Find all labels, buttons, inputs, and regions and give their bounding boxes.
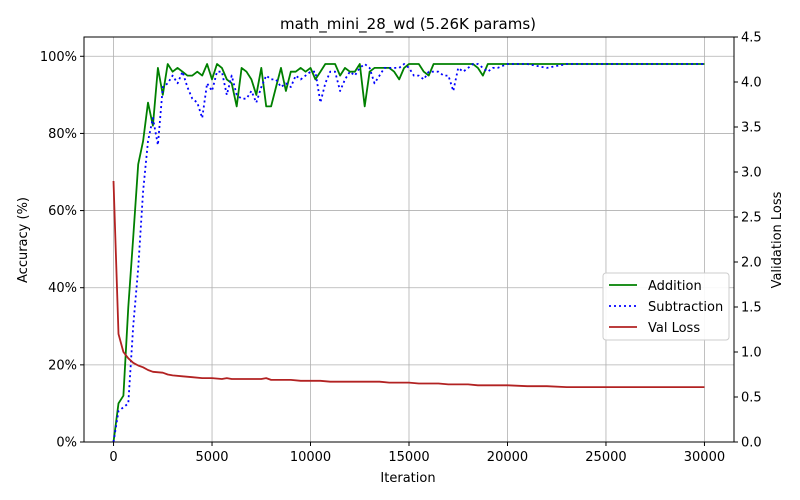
x-tick-label: 25000 <box>585 450 626 465</box>
x-tick-label: 20000 <box>487 450 528 465</box>
grid-layer <box>84 37 734 443</box>
x-tick-label: 30000 <box>684 450 725 465</box>
y-tick-label: 80% <box>48 127 77 142</box>
series-line-val-loss <box>112 180 705 389</box>
x-tick-label: 0 <box>109 450 117 465</box>
legend-label: Addition <box>648 279 702 294</box>
y2-tick-label: 4.0 <box>741 76 762 91</box>
y2-tick-label: 4.5 <box>741 31 762 46</box>
y2-tick-label: 0.5 <box>741 391 762 406</box>
legend: Addition Subtraction Val Loss <box>602 272 730 341</box>
y2-axis-title: Validation Loss <box>770 191 785 288</box>
y2-tick-label: 1.0 <box>741 346 762 361</box>
y2-tick-label: 2.0 <box>741 256 762 271</box>
y-axis-title: Accuracy (%) <box>16 197 31 283</box>
legend-label: Val Loss <box>648 321 700 336</box>
y-tick-label: 60% <box>48 204 77 219</box>
y-tick-label: 100% <box>40 50 77 65</box>
chart-title: math_mini_28_wd (5.26K params) <box>280 15 536 34</box>
x-tick-label: 10000 <box>290 450 331 465</box>
x-tick-label: 15000 <box>388 450 429 465</box>
x-axis-title: Iteration <box>380 471 435 486</box>
y2-tick-label: 3.0 <box>741 166 762 181</box>
y2-tick-label: 2.5 <box>741 211 762 226</box>
y-tick-label: 0% <box>56 436 77 451</box>
x-tick-label: 5000 <box>195 450 228 465</box>
series-layer <box>112 63 705 443</box>
y2-tick-label: 3.5 <box>741 121 762 136</box>
ticks-layer: 0 5000 10000 15000 20000 25000 30000 0% 20% 40% 60… <box>40 31 762 466</box>
y2-tick-label: 1.5 <box>741 301 762 316</box>
legend-label: Subtraction <box>648 300 723 315</box>
legend-box <box>602 272 730 341</box>
y-tick-label: 20% <box>48 358 77 373</box>
series-line-subtraction <box>112 63 705 443</box>
y-tick-label: 40% <box>48 281 77 296</box>
series-line-addition <box>112 63 705 443</box>
y2-tick-label: 0.0 <box>741 436 762 451</box>
